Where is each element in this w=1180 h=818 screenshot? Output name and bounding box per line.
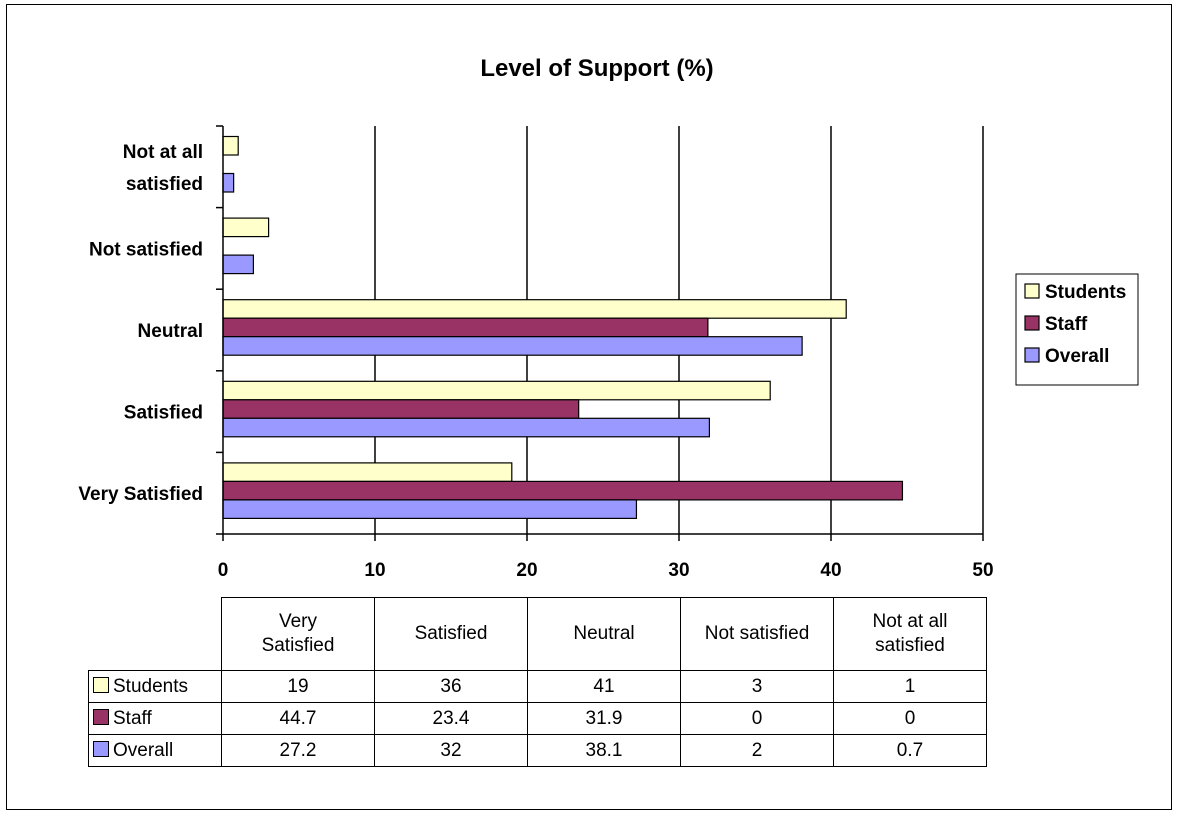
bar-overall <box>222 499 638 519</box>
bar-staff <box>222 317 709 338</box>
table-header: Not satisfied <box>680 597 834 671</box>
x-tick-label: 20 <box>516 560 537 581</box>
table-cell: 41 <box>527 670 681 703</box>
table-header: Not at all satisfied <box>833 597 987 671</box>
table-header: Very Satisfied <box>221 597 375 671</box>
category-labels: Very Satisfied Satisfied Neutral Not satisf… <box>78 142 203 505</box>
bar-staff <box>222 399 580 419</box>
bar-overall <box>222 254 254 275</box>
category-label: Neutral <box>138 321 203 342</box>
bars <box>222 135 904 519</box>
legend: Students Staff Overall <box>1015 273 1139 386</box>
bar-staff <box>222 480 904 501</box>
table-row: Overall 27.2 32 38.1 2 0.7 <box>88 734 987 767</box>
table-corner <box>89 598 222 671</box>
table-cell: 31.9 <box>527 702 681 735</box>
table-cell: 19 <box>221 670 375 703</box>
table-row-label: Overall <box>113 739 174 761</box>
table-cell: 36 <box>374 670 528 703</box>
data-table: Very Satisfied Satisfied Neutral Not satisfi… <box>88 597 987 767</box>
category-label: Satisfied <box>124 403 203 424</box>
legend-label: Students <box>1045 282 1126 303</box>
chart-frame <box>6 4 1172 810</box>
category-label: Very Satisfied <box>78 484 203 505</box>
legend-swatch <box>1024 347 1040 363</box>
x-tick-label: 0 <box>218 560 229 581</box>
table-row-header: Students <box>88 670 222 703</box>
bar-chart: Level of Support (%) 0 10 20 30 40 50 Very Sa… <box>78 55 1139 581</box>
chart-title: Level of Support (%) <box>480 55 713 82</box>
table-cell: 32 <box>374 734 528 767</box>
x-tick-label: 30 <box>668 560 689 581</box>
table-cell: 2 <box>680 734 834 767</box>
table-row-header: Staff <box>88 702 222 735</box>
bar-students <box>222 462 513 482</box>
legend-swatch <box>1024 315 1040 331</box>
x-tick-label: 10 <box>364 560 385 581</box>
legend-swatch <box>1024 283 1040 299</box>
table-cell: 1 <box>833 670 987 703</box>
table-row-header: Overall <box>88 734 222 767</box>
category-label: Not satisfied <box>89 239 203 260</box>
bar-students <box>222 299 847 319</box>
table-row: Staff 44.7 23.4 31.9 0 0 <box>88 702 987 735</box>
table-swatch <box>93 740 109 757</box>
table-row-label: Staff <box>113 707 152 729</box>
table-row: Students 19 36 41 3 1 <box>88 670 987 703</box>
table-cell: 27.2 <box>221 734 375 767</box>
axes <box>216 125 984 541</box>
x-tick-label: 50 <box>972 560 993 581</box>
table-cell: 38.1 <box>527 734 681 767</box>
table-cell: 0 <box>833 702 987 735</box>
table-cell: 44.7 <box>221 702 375 735</box>
legend-label: Staff <box>1045 314 1088 335</box>
legend-label: Overall <box>1045 346 1109 367</box>
table-swatch <box>93 708 109 725</box>
bar-overall <box>222 172 235 193</box>
table-header: Neutral <box>527 597 681 671</box>
table-cell: 0.7 <box>833 734 987 767</box>
category-label: Not at all satisfied <box>123 142 203 195</box>
table-cell: 3 <box>680 670 834 703</box>
bar-overall <box>222 417 710 438</box>
bar-overall <box>222 336 803 356</box>
bar-students <box>222 135 239 156</box>
table-row-label: Students <box>113 675 188 697</box>
bar-students <box>222 217 270 238</box>
table-cell: 0 <box>680 702 834 735</box>
table-header: Satisfied <box>374 597 528 671</box>
x-tick-labels: 0 10 20 30 40 50 <box>218 560 994 581</box>
bar-students <box>222 380 771 401</box>
table-cell: 23.4 <box>374 702 528 735</box>
x-tick-label: 40 <box>820 560 841 581</box>
table-swatch <box>93 676 109 693</box>
